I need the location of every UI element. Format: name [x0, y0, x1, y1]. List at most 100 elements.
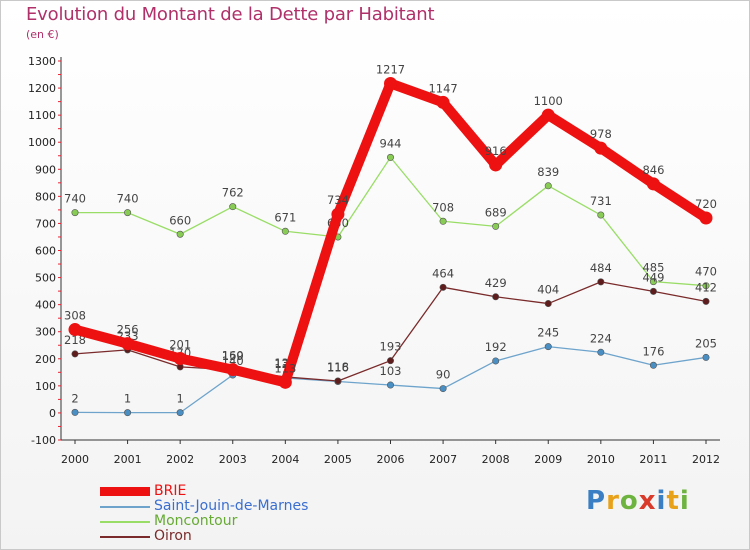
data-point [649, 287, 657, 295]
x-tick-label: 2006 [377, 453, 405, 466]
data-point [439, 283, 447, 291]
data-label: 734 [327, 193, 349, 207]
data-label: 720 [695, 197, 717, 211]
data-point [281, 227, 289, 235]
data-label: 449 [642, 270, 664, 284]
legend-swatch-brie [100, 487, 150, 496]
y-tick-label: 900 [35, 163, 56, 176]
data-point [124, 209, 132, 217]
data-label: 1100 [534, 94, 563, 108]
x-tick-label: 2000 [61, 453, 89, 466]
data-label: 193 [380, 340, 402, 354]
x-tick-label: 2007 [429, 453, 457, 466]
data-point [71, 408, 79, 416]
x-tick-label: 2012 [692, 453, 720, 466]
data-label: 708 [432, 200, 454, 214]
data-point [68, 323, 82, 337]
legend: BRIE Saint-Jouin-de-Marnes Moncontour Oi… [100, 484, 308, 544]
legend-label-brie: BRIE [154, 483, 187, 499]
data-point [597, 348, 605, 356]
legend-item-moncontour: Moncontour [100, 514, 308, 529]
y-tick-label: 1200 [28, 82, 56, 95]
data-label: 731 [590, 194, 612, 208]
data-label: 1 [124, 392, 131, 406]
data-point [702, 353, 710, 361]
data-point [386, 357, 394, 365]
data-label: 308 [64, 309, 86, 323]
data-point [492, 293, 500, 301]
data-label: 485 [642, 261, 664, 275]
legend-item-saint-jouin: Saint-Jouin-de-Marnes [100, 499, 308, 514]
data-label: 103 [380, 364, 402, 378]
data-point [71, 209, 79, 217]
data-point [121, 337, 135, 351]
data-point [229, 203, 237, 211]
data-point [173, 352, 187, 366]
data-point [386, 153, 394, 161]
data-point [386, 381, 394, 389]
data-point [492, 357, 500, 365]
data-label: 90 [436, 368, 451, 382]
data-label: 1217 [376, 62, 405, 76]
data-label: 192 [485, 340, 507, 354]
data-label: 846 [642, 163, 664, 177]
data-label: 740 [64, 192, 86, 206]
y-tick-label: 500 [35, 272, 56, 285]
data-label: 429 [485, 276, 507, 290]
unit-label: (en €) [26, 28, 59, 41]
data-label: 116 [327, 361, 349, 375]
data-label: 839 [537, 165, 559, 179]
data-label: 671 [274, 210, 296, 224]
data-label: 224 [590, 331, 612, 345]
data-label: 689 [485, 205, 507, 219]
proxiti-logo: Proxiti [586, 486, 690, 516]
y-tick-label: 1000 [28, 136, 56, 149]
legend-label-saint-jouin: Saint-Jouin-de-Marnes [154, 498, 309, 514]
y-tick-label: 300 [35, 326, 56, 339]
data-label: 740 [117, 192, 139, 206]
legend-label-moncontour: Moncontour [154, 513, 238, 529]
data-label: 404 [537, 283, 559, 297]
y-tick-label: 800 [35, 190, 56, 203]
x-tick-label: 2011 [639, 453, 667, 466]
data-point [544, 182, 552, 190]
legend-item-brie: BRIE [100, 484, 308, 499]
data-label: 464 [432, 266, 454, 280]
data-point [544, 343, 552, 351]
data-point [489, 158, 503, 172]
data-point [541, 108, 555, 122]
data-point [492, 222, 500, 230]
data-label: 205 [695, 336, 717, 350]
x-tick-label: 2009 [534, 453, 562, 466]
y-tick-label: 1300 [28, 55, 56, 68]
y-tick-label: -100 [31, 434, 56, 447]
data-label: 118 [327, 360, 349, 374]
data-label: 176 [642, 344, 664, 358]
data-label: 484 [590, 261, 612, 275]
data-point [331, 207, 345, 221]
data-label: 159 [222, 349, 244, 363]
y-tick-label: 1100 [28, 109, 56, 122]
data-label: 916 [485, 144, 507, 158]
data-point [436, 95, 450, 109]
legend-label-oiron: Oiron [154, 528, 192, 544]
legend-item-oiron: Oiron [100, 529, 308, 544]
data-point [699, 211, 713, 225]
data-point [176, 230, 184, 238]
legend-swatch-moncontour [100, 520, 150, 523]
data-point [702, 282, 710, 290]
data-label: 412 [695, 280, 717, 294]
data-label: 2 [71, 391, 78, 405]
data-point [439, 385, 447, 393]
y-tick-label: 400 [35, 299, 56, 312]
data-label: 245 [537, 326, 559, 340]
data-point [702, 297, 710, 305]
data-point [124, 409, 132, 417]
data-label: 978 [590, 127, 612, 141]
data-point [384, 76, 397, 90]
data-point [278, 375, 292, 389]
data-label: 218 [64, 333, 86, 347]
